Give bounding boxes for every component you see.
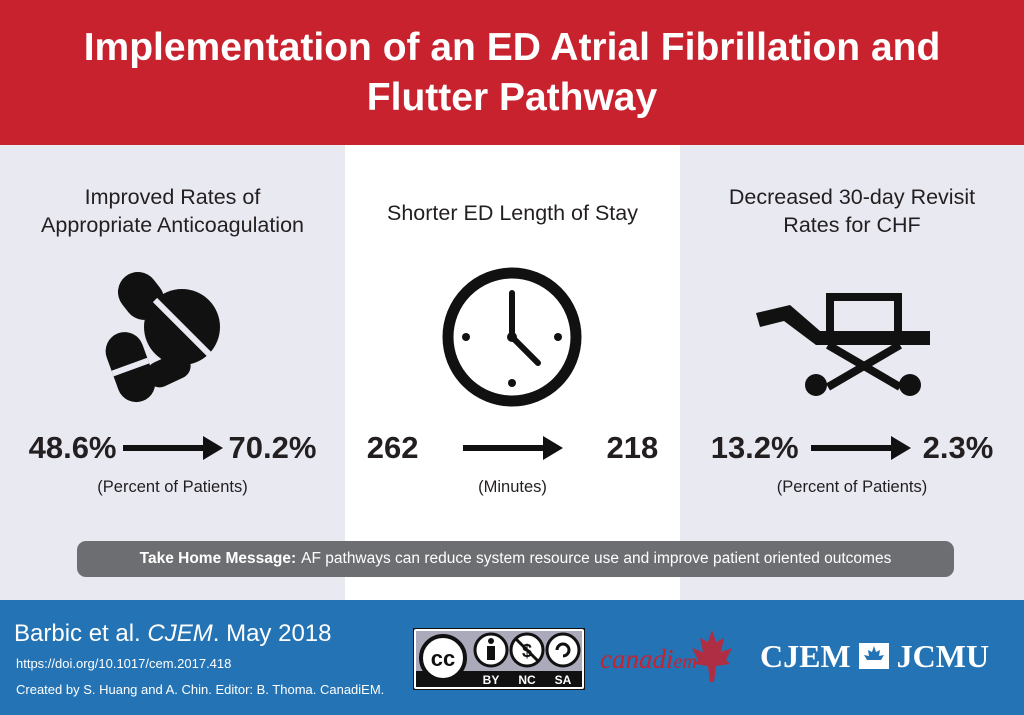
canadiem-logo: canadiem <box>600 644 697 675</box>
panel-revisit-rates: Decreased 30-day Revisit Rates for CHF 1… <box>680 145 1024 600</box>
credit-line: Created by S. Huang and A. Chin. Editor:… <box>16 682 385 697</box>
panel-title-line: Appropriate Anticoagulation <box>41 213 304 237</box>
panel-length-of-stay: Shorter ED Length of Stay 262 218 (Minut… <box>345 145 680 600</box>
canadiem-logo-text: canadi <box>600 644 674 674</box>
doi-link[interactable]: https://doi.org/10.1017/cem.2017.418 <box>16 656 232 671</box>
panel-title-line: Decreased 30-day Revisit <box>728 185 976 209</box>
license-sa: SA <box>555 673 572 687</box>
citation: Barbic et al. CJEM. May 2018 <box>14 620 331 648</box>
panel-title: Improved Rates of Appropriate Anticoagul… <box>0 183 345 239</box>
citation-journal: CJEM <box>147 620 213 647</box>
header-banner: Implementation of an ED Atrial Fibrillat… <box>0 0 1024 145</box>
take-home-message: Take Home Message: AF pathways can reduc… <box>77 541 954 577</box>
stat-unit: (Percent of Patients) <box>97 478 248 496</box>
stat-anticoagulation: 48.6% 70.2% <box>0 430 345 466</box>
license-nc: NC <box>518 673 536 687</box>
panel-anticoagulation: Improved Rates of Appropriate Anticoagul… <box>0 145 345 600</box>
panel-title: Decreased 30-day Revisit Rates for CHF <box>680 183 1024 239</box>
canadiem-logo-em: em <box>673 651 697 673</box>
stat-after: 2.3% <box>922 430 994 465</box>
stat-unit: (Percent of Patients) <box>776 478 928 496</box>
cc-license-badge[interactable]: cc $ BY NC SA <box>413 628 585 690</box>
panel-title: Shorter ED Length of Stay <box>345 199 680 227</box>
footer: Barbic et al. CJEM. May 2018 https://doi… <box>0 600 1024 715</box>
arrow-right-icon <box>122 436 223 460</box>
stat-unit: (Minutes) <box>478 478 547 496</box>
stat-length-of-stay: 262 218 <box>345 430 680 466</box>
stat-revisit: 13.2% 2.3% <box>680 430 1024 466</box>
stat-before: 262 <box>366 430 419 465</box>
pills-icon <box>105 272 220 403</box>
panel-title-line: Improved Rates of <box>84 185 261 209</box>
stat-after: 218 <box>606 430 659 465</box>
license-by: BY <box>483 673 500 687</box>
arrow-right-icon <box>462 436 563 460</box>
cjem-logo-text: CJEM <box>760 638 851 674</box>
maple-leaf-icon <box>692 630 732 682</box>
jcmu-logo-text: JCMU <box>896 638 990 674</box>
cjem-jcmu-logo: CJEM JCMU <box>760 638 989 675</box>
stat-before: 13.2% <box>710 430 799 465</box>
stat-before: 48.6% <box>28 430 117 465</box>
stretcher-icon <box>756 293 930 396</box>
stat-after: 70.2% <box>228 430 317 465</box>
clock-icon <box>442 267 582 407</box>
citation-authors: Barbic et al. <box>14 620 141 647</box>
take-home-label: Take Home Message: <box>139 550 297 567</box>
maple-flag-icon <box>858 643 889 669</box>
take-home-text: AF pathways can reduce system resource u… <box>301 550 892 567</box>
cc-text: cc <box>431 646 455 671</box>
citation-date: . May 2018 <box>212 620 332 647</box>
page-title: Implementation of an ED Atrial Fibrillat… <box>83 25 941 119</box>
panel-title-line: Shorter ED Length of Stay <box>387 201 638 225</box>
arrow-right-icon <box>810 436 911 460</box>
panel-title-line: Rates for CHF <box>783 213 921 237</box>
